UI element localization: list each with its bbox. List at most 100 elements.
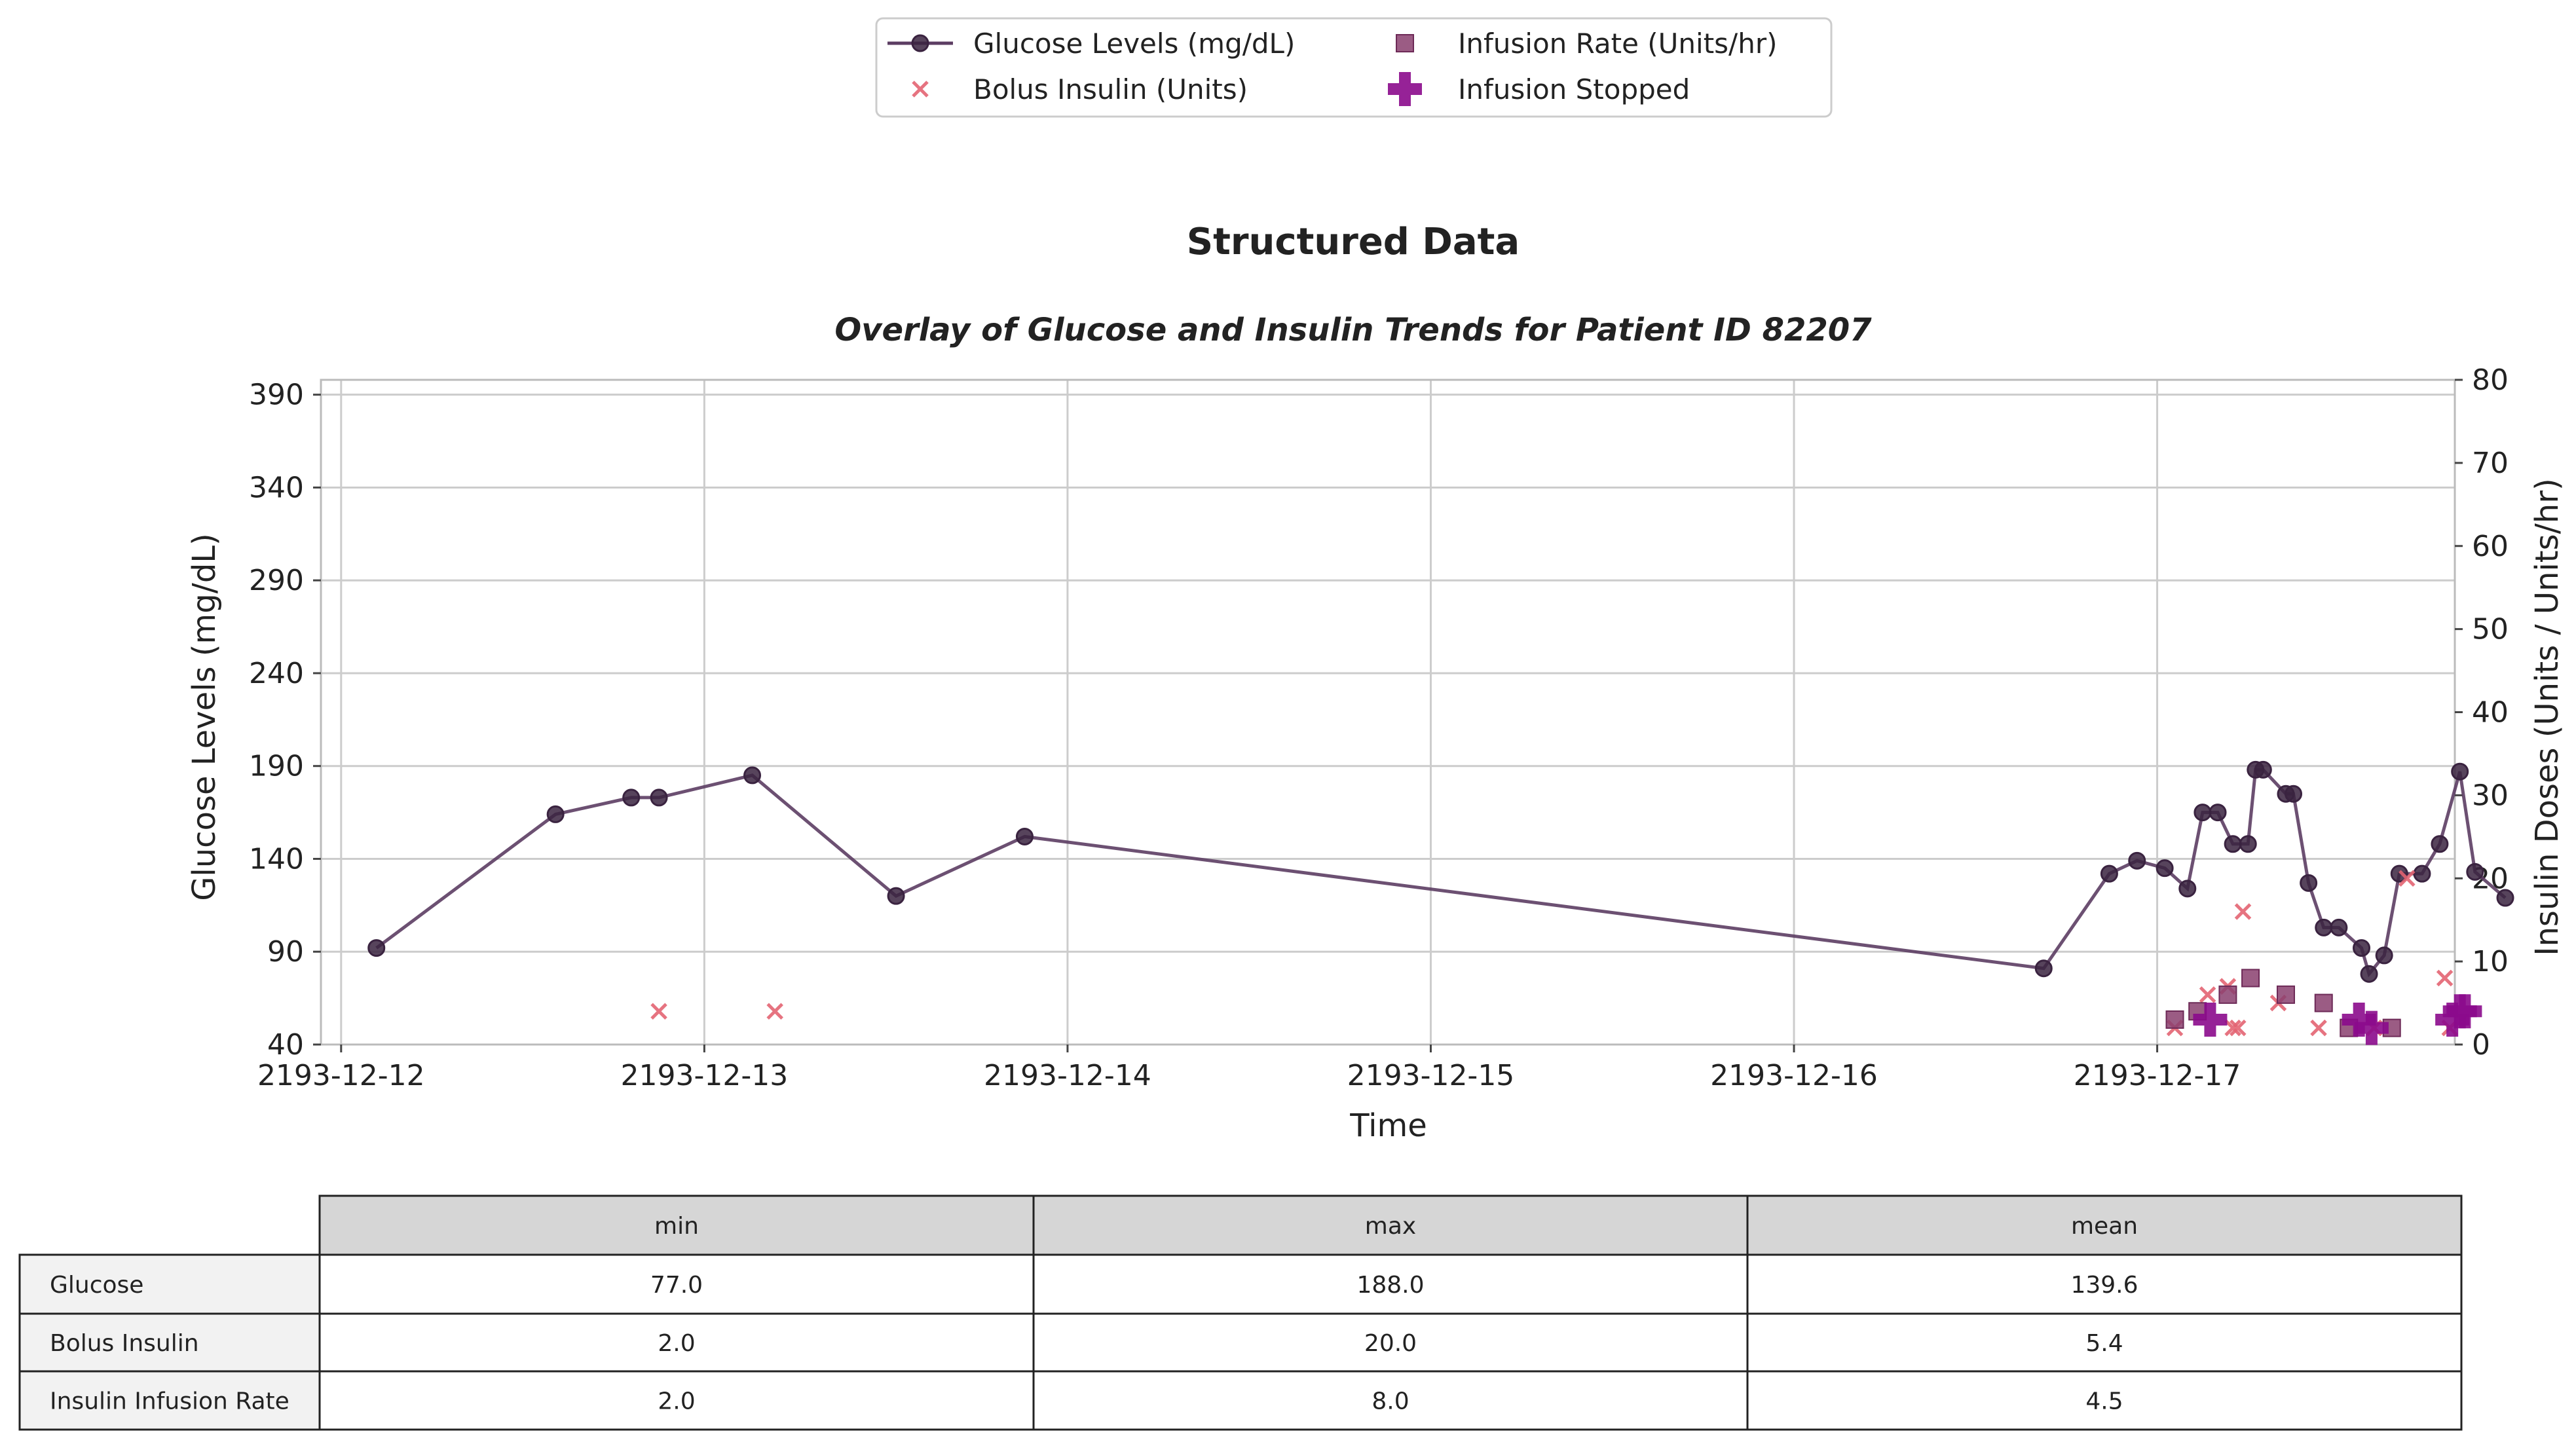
glucose-point [622, 788, 641, 807]
infusion-point [2218, 985, 2237, 1004]
legend-stopped-marker [1388, 72, 1422, 106]
glucose-point [1015, 827, 1034, 845]
glucose-point [2360, 965, 2378, 983]
glucose-point [2239, 835, 2257, 853]
glucose-point [2254, 760, 2272, 779]
y2-tick-label: 80 [2472, 363, 2509, 397]
grid [321, 380, 2455, 1045]
legend-box [875, 17, 1833, 118]
table-cell-value: 77.0 [650, 1272, 703, 1299]
legend-label: Infusion Rate (Units/hr) [1458, 28, 1777, 60]
bolus-point [2230, 1019, 2247, 1037]
x-tick-label: 2193-12-13 [621, 1059, 789, 1092]
glucose-point [650, 788, 668, 807]
y-tick-label: 40 [267, 1028, 304, 1062]
x-tick-label: 2193-12-12 [257, 1059, 425, 1092]
table-cell-value: 8.0 [1372, 1388, 1409, 1415]
y-tick-label: 190 [249, 750, 304, 783]
glucose-line [375, 768, 2507, 978]
y-tick-label: 140 [249, 842, 304, 876]
infusion-point [2276, 985, 2295, 1004]
x-tick-label: 2193-12-16 [1710, 1059, 1878, 1092]
table-column-header: max [1365, 1213, 1416, 1240]
axes-frame [320, 379, 2456, 1046]
glucose-point [2300, 874, 2318, 892]
table-row-label: Bolus Insulin [50, 1330, 199, 1357]
table-row-label: Insulin Infusion Rate [50, 1388, 289, 1415]
glucose-point [2100, 864, 2118, 883]
x-tick-label: 2193-12-15 [1347, 1059, 1515, 1092]
glucose-point [2353, 939, 2371, 957]
y2-tick-label: 30 [2472, 779, 2509, 812]
y2-tick-label: 60 [2472, 530, 2509, 563]
infusion-point [2241, 969, 2260, 988]
table-cell-value: 2.0 [658, 1388, 695, 1415]
x-tick-label: 2193-12-17 [2074, 1059, 2241, 1092]
infusion-stopped-point [2435, 1002, 2470, 1037]
glucose-point [2128, 851, 2146, 870]
table-row-label-cell [18, 1312, 321, 1373]
y2-tick-label: 0 [2472, 1028, 2490, 1062]
y-tick-label: 240 [249, 657, 304, 690]
y-tick-label: 390 [249, 379, 304, 412]
glucose-point [2375, 946, 2393, 965]
y-tick-label: 340 [249, 471, 304, 504]
legend-label: Infusion Stopped [1458, 73, 1690, 105]
legend-label: Bolus Insulin (Units) [973, 73, 1248, 105]
series-plus [2193, 994, 2482, 1045]
glucose-point [2451, 762, 2469, 781]
glucose-point [2390, 864, 2408, 883]
y2-tick-label: 10 [2472, 945, 2509, 978]
legend-bolus-marker [912, 81, 929, 98]
table-column-header: mean [2071, 1213, 2138, 1240]
infusion-stopped-point [2193, 1002, 2228, 1037]
glucose-point [2496, 889, 2514, 907]
x-tick-label: 2193-12-14 [984, 1059, 1151, 1092]
infusion-point [2165, 1010, 2184, 1029]
bolus-point [2310, 1019, 2327, 1037]
table-cell [1746, 1312, 2463, 1373]
x-axis-label: Time [1349, 1107, 1427, 1144]
table-cell-value: 4.5 [2085, 1388, 2123, 1415]
plot-frame [320, 379, 2456, 1046]
glucose-point [367, 939, 386, 957]
bolus-point [2436, 969, 2454, 987]
table-column-header: min [654, 1213, 699, 1240]
y-axis-left: 40 90 140 190 240 290 340 390 [249, 379, 321, 1062]
series-line-circle [367, 760, 2514, 983]
legend: Glucose Levels (mg/dL) Bolus Insulin (Uni… [875, 17, 1833, 118]
glucose-point [887, 887, 905, 905]
bolus-point [650, 1003, 667, 1020]
bolus-point [2399, 870, 2416, 887]
stats-table: min max mean Glucose 77.0 188.0 139.6 Bolus Ins… [18, 1194, 2463, 1431]
y-axis-label: Glucose Levels (mg/dL) [186, 533, 223, 901]
table-cell [1032, 1253, 1749, 1315]
table-cell [1746, 1253, 2463, 1315]
glucose-point [2209, 804, 2227, 822]
table-cell-value: 139.6 [2070, 1272, 2138, 1299]
legend-glucose-marker [911, 34, 929, 52]
table-cell-value: 20.0 [1364, 1330, 1417, 1357]
infusion-point [2314, 993, 2333, 1012]
plot-series [367, 760, 2514, 1045]
table-row-label: Glucose [50, 1272, 143, 1299]
infusion-stopped-point [2342, 1002, 2376, 1037]
table-cell [1746, 1370, 2463, 1431]
legend-label: Glucose Levels (mg/dL) [973, 28, 1295, 60]
glucose-point [2193, 804, 2212, 822]
glucose-point [2466, 862, 2484, 881]
glucose-point [2413, 864, 2431, 883]
bolus-point [766, 1003, 783, 1020]
glucose-point [2178, 879, 2197, 898]
glucose-point [2315, 918, 2333, 936]
y-tick-label: 90 [267, 935, 304, 969]
glucose-point [2034, 959, 2053, 978]
glucose-point [2156, 859, 2174, 878]
glucose-point [743, 766, 762, 785]
glucose-point [2285, 785, 2303, 803]
y2-axis-label: Insulin Doses (Units / Units/hr) [2529, 478, 2566, 955]
glucose-point [2431, 835, 2449, 853]
chart-suptitle: Structured Data [1187, 221, 1520, 263]
infusion-stopped-point [2354, 1010, 2389, 1045]
